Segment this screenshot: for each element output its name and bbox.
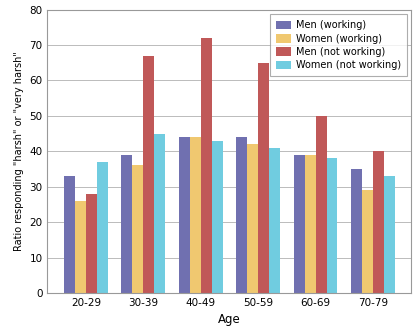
Bar [247, 144, 258, 293]
Bar [132, 165, 143, 293]
Bar [294, 155, 305, 293]
Bar [316, 116, 327, 293]
Bar [269, 148, 280, 293]
Bar [97, 162, 108, 293]
Legend: Men (working), Women (working), Men (not working), Women (not working): Men (working), Women (working), Men (not… [270, 14, 407, 76]
Bar [373, 151, 384, 293]
Bar [327, 158, 337, 293]
Bar [258, 63, 269, 293]
Bar [86, 194, 97, 293]
Bar [384, 176, 395, 293]
Bar [201, 38, 212, 293]
Bar [236, 137, 247, 293]
Bar [212, 141, 223, 293]
Bar [64, 176, 75, 293]
X-axis label: Age: Age [218, 313, 241, 326]
Bar [121, 155, 132, 293]
Bar [190, 137, 201, 293]
Bar [179, 137, 190, 293]
Bar [154, 133, 165, 293]
Bar [143, 56, 154, 293]
Bar [351, 169, 362, 293]
Bar [75, 201, 86, 293]
Y-axis label: Ratio responding "harsh" or "very harsh": Ratio responding "harsh" or "very harsh" [14, 51, 24, 251]
Bar [362, 190, 373, 293]
Bar [305, 155, 316, 293]
